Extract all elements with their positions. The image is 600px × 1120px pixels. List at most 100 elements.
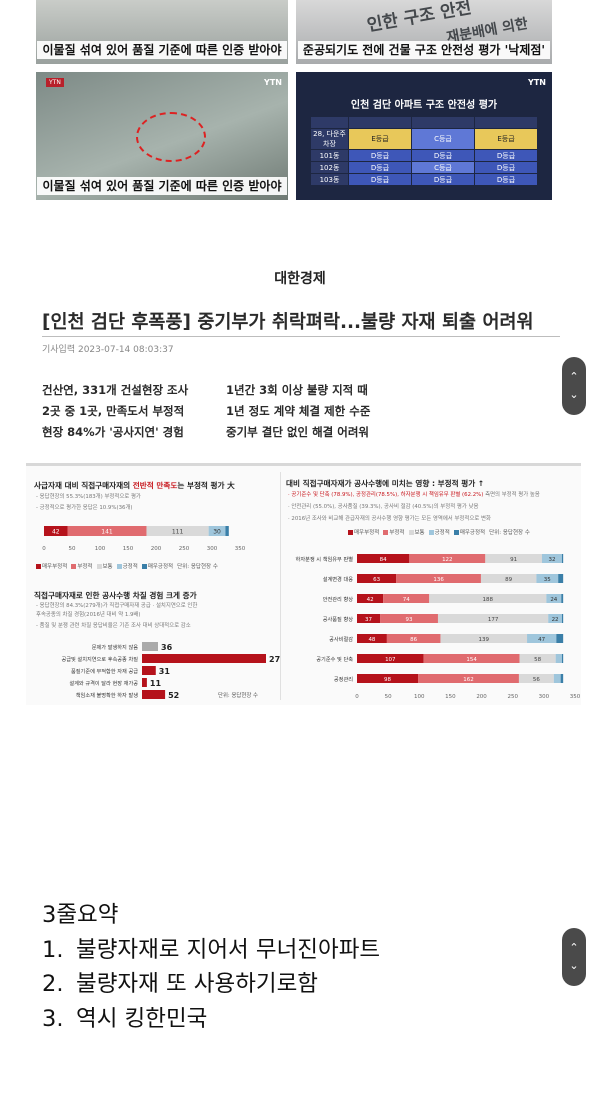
bar-segment	[561, 614, 564, 623]
chart-note: · 2016년 조사와 비교해 관급자재의 공사수행 영향 평가는 모든 영역에…	[288, 516, 491, 522]
article-dateline: 기사입력 2023-07-14 08:03:37	[42, 345, 174, 355]
note-text: 측면의 부정적 평가 높음	[483, 492, 540, 498]
scroll-button[interactable]: ⌃ ⌄	[562, 928, 586, 986]
bar-segment	[541, 554, 562, 563]
bar-value-label: 58	[534, 657, 541, 663]
grade-cell: D등급	[474, 149, 538, 162]
legend-label: 보통	[414, 530, 425, 536]
legend-item: 보통	[96, 562, 113, 570]
chevron-up-icon[interactable]: ⌃	[569, 941, 579, 954]
bar-segment	[546, 594, 562, 603]
bar-segment	[357, 594, 384, 603]
legend-label: 매우부정적	[354, 530, 380, 536]
bar-value-label: 91	[510, 557, 517, 563]
bar-value-label: 177	[488, 617, 499, 623]
bar-value-label: 86	[410, 637, 417, 643]
legend-label: 매우긍정적	[147, 564, 174, 570]
title-part: 는 부정적 평가 大	[177, 481, 235, 490]
legend-item: 보통	[408, 528, 425, 536]
legend-label: 매우부정적	[42, 564, 68, 570]
category-label: 책임소재 불명확한 하자 발생	[76, 691, 138, 699]
bar-value-label: 37	[365, 617, 372, 623]
bar-segment	[558, 574, 564, 583]
bar-value-label: 188	[483, 597, 494, 603]
bar-value-label: 56	[533, 677, 540, 683]
bar-segment	[429, 594, 547, 603]
bar	[142, 654, 266, 663]
bar-segment	[519, 654, 556, 663]
summary-item: 1. 불량자재로 지어서 무너진아파트	[42, 933, 380, 968]
bar-value-label: 30	[213, 529, 221, 536]
news-thumbnail-3: YTN YTN 이물질 섞여 있어 품질 기준에 따른 인증 받아야	[36, 72, 288, 200]
item-number: 2.	[42, 971, 64, 997]
axis-tick-label: 350	[235, 546, 246, 552]
legend-unit: 단위: 응답현장 수	[177, 564, 218, 570]
legend-label: 긍정적	[122, 564, 138, 570]
news-source: 대한경제	[274, 271, 326, 287]
bar-value-label: 47	[538, 637, 545, 643]
satisfaction-chart-title: 사급자재 대비 직접구매자재의 전반적 만족도는 부정적 평가 大	[34, 480, 235, 491]
bar	[142, 678, 147, 687]
impact-chart-title: 대비 직접구매자재가 공사수행에 미치는 영향 : 부정적 평가 ↑	[286, 479, 485, 488]
chart-note: · 안전관리 (55.0%), 공사품질 (39.3%), 공사비 절감 (40…	[288, 504, 479, 510]
axis-tick-label: 200	[476, 694, 487, 700]
bar-value-label: 93	[406, 617, 413, 623]
legend-label: 긍정적	[434, 530, 450, 536]
bar-value-label: 162	[463, 677, 474, 683]
chevron-down-icon[interactable]: ⌄	[569, 388, 579, 401]
news-thumbnail-2: 인한 구조 안전 재분배에 의한 준공되기도 전에 건물 구조 안전성 평가 '…	[296, 0, 552, 64]
bar-value-label: 42	[52, 529, 60, 536]
bar-segment	[44, 526, 68, 536]
bar-segment	[555, 654, 562, 663]
category-label: 품질기준에 부적합한 자재 공급	[71, 667, 138, 675]
thumbnail-caption: 이물질 섞여 있어 품질 기준에 따른 인증 받아야	[37, 41, 287, 59]
axis-tick-label: 350	[570, 694, 581, 700]
bar-value-label: 122	[442, 557, 453, 563]
satisfaction-legend: 매우부정적 부정적 보통 긍정적 매우긍정적 단위: 응답현장 수	[36, 562, 218, 570]
bar-value-label: 63	[373, 577, 380, 583]
bar	[142, 690, 166, 699]
bar-segment	[553, 674, 561, 683]
legend-item: 매우부정적	[348, 528, 379, 536]
bar-segment	[357, 674, 419, 683]
article-bullets-right: 1년간 3회 이상 불량 지적 때 1년 정도 계약 체결 제한 수준 중기부 …	[226, 380, 370, 443]
category-label: 공사비절감	[329, 635, 353, 643]
news-tag: YTN	[46, 78, 64, 87]
impact-legend: 매우부정적 부정적 보통 긍정적 매우긍정적 단위: 응답현장 수	[348, 528, 530, 536]
chart-note: - 응답현장의 55.3%(183개) 부정적으로 평가	[36, 494, 141, 500]
bar-segment	[440, 634, 528, 643]
chart-note: - 긍정적으로 평가한 응답은 10.9%(36개)	[36, 505, 133, 511]
bar-value-label: 74	[403, 597, 410, 603]
bar-segment	[561, 554, 564, 563]
axis-tick-label: 250	[507, 694, 518, 700]
bar-value-label: 42	[367, 597, 374, 603]
highlight-circle	[136, 112, 206, 162]
legend-item: 매우부정적	[36, 562, 67, 570]
axis-tick-label: 200	[151, 546, 162, 552]
category-label: 설계변경 대응	[323, 575, 354, 583]
bar-value-label: 136	[433, 577, 444, 583]
bullet-line: 1년간 3회 이상 불량 지적 때	[226, 383, 368, 397]
bullet-line: 중기부 결단 없인 해결 어려워	[226, 425, 369, 439]
category-label: 하자분쟁 시 책임유무 판별	[296, 555, 354, 563]
bar-segment	[383, 594, 430, 603]
chevron-down-icon[interactable]: ⌄	[569, 959, 579, 972]
bar-segment	[409, 554, 486, 563]
bar-value-label: 11	[150, 679, 162, 688]
axis-tick-label: 100	[414, 694, 425, 700]
grade-cell: D등급	[411, 149, 475, 162]
bar-segment	[225, 526, 229, 536]
row-label: 101동	[310, 149, 349, 162]
bar-value-label: 35	[544, 577, 551, 583]
bar	[142, 642, 158, 651]
bar-value-label: 32	[548, 557, 555, 563]
grade-cell: D등급	[411, 173, 475, 186]
grade-cell: E등급	[348, 128, 412, 150]
bar-segment	[423, 654, 520, 663]
chevron-up-icon[interactable]: ⌃	[569, 370, 579, 383]
axis-tick-label: 150	[445, 694, 456, 700]
item-text: 역시 킹한민국	[76, 1005, 208, 1032]
axis-tick-label: 0	[355, 694, 359, 700]
scroll-button[interactable]: ⌃ ⌄	[562, 357, 586, 415]
grade-cell: D등급	[474, 173, 538, 186]
